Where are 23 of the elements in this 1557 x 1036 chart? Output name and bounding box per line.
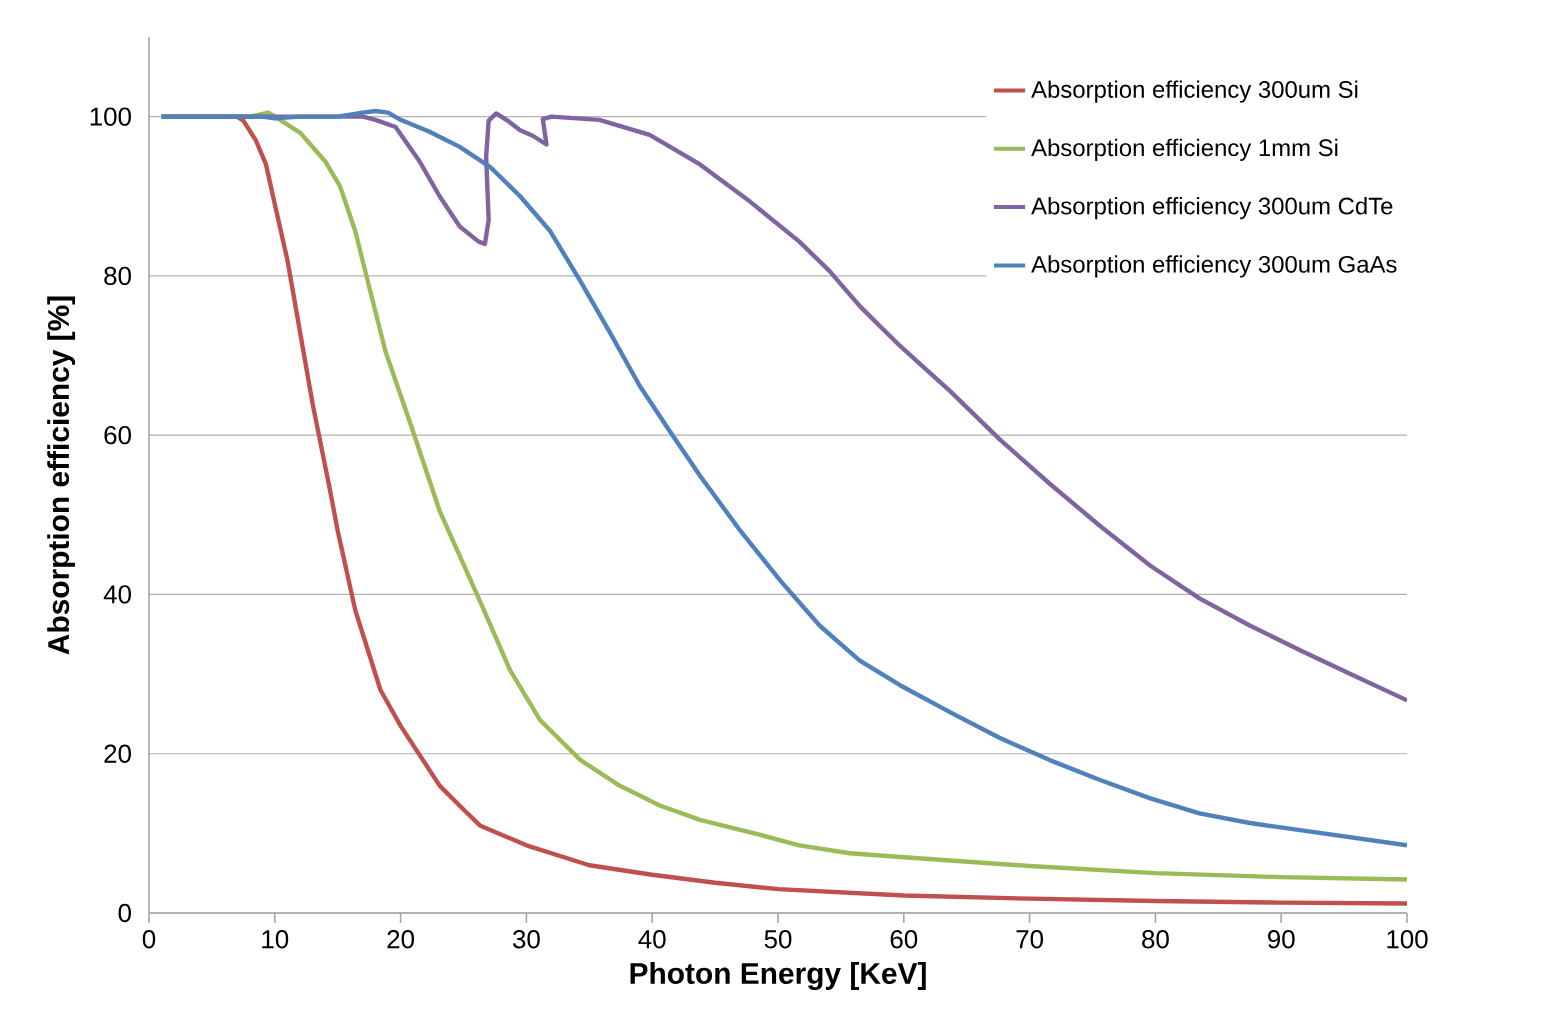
y-tick-label: 0 — [118, 903, 131, 923]
y-tick-label: 40 — [103, 585, 131, 604]
legend-label: Absorption efficiency 300um CdTe — [1031, 196, 1393, 220]
x-tick-label: 70 — [1016, 930, 1044, 949]
x-tick-label: 50 — [764, 930, 792, 949]
x-tick-label: 20 — [387, 930, 414, 949]
x-tick-label: 60 — [890, 930, 918, 949]
legend-label: Absorption efficiency 300um GaAs — [1031, 255, 1397, 278]
x-tick-label: 40 — [638, 930, 666, 949]
y-tick-label: 80 — [104, 266, 131, 286]
x-tick-label: 100 — [1387, 930, 1428, 949]
y-axis-title: Absorption efficiency [%] — [47, 296, 76, 655]
x-tick-label: 0 — [142, 930, 156, 949]
x-tick-label: 90 — [1268, 930, 1295, 949]
legend-label: Absorption efficiency 1mm Si — [1031, 138, 1338, 161]
y-tick-label: 60 — [104, 426, 131, 445]
x-tick-label: 30 — [513, 930, 540, 949]
legend-label: Absorption efficiency 300um Si — [1031, 80, 1358, 103]
x-tick-label: 10 — [262, 930, 289, 949]
x-axis-title: Photon Energy [KeV] — [630, 962, 926, 991]
y-tick-label: 20 — [104, 744, 131, 763]
y-tick-label: 100 — [90, 107, 131, 126]
x-tick-label: 80 — [1142, 930, 1169, 949]
